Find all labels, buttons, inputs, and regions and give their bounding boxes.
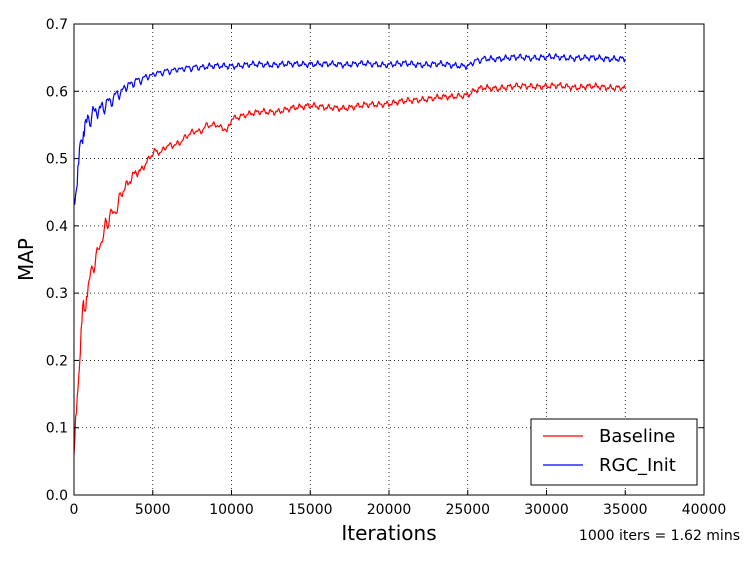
x-tick-label: 30000 <box>524 502 569 518</box>
y-axis-label: MAP <box>14 238 38 281</box>
x-tick-label: 5000 <box>135 502 171 518</box>
x-tick-label: 35000 <box>603 502 648 518</box>
y-tick-label: 0.5 <box>46 152 68 168</box>
y-tick-label: 0.3 <box>46 286 68 302</box>
series-line-baseline <box>73 81 626 455</box>
y-tick-label: 0.6 <box>46 84 68 100</box>
x-tick-label: 40000 <box>682 502 727 518</box>
y-tick-label: 0.2 <box>46 353 68 369</box>
grid <box>74 24 704 495</box>
y-tick-label: 0.1 <box>46 421 68 437</box>
x-tick-label: 0 <box>70 502 79 518</box>
series-layer <box>73 52 626 455</box>
x-tick-label: 20000 <box>367 502 412 518</box>
y-tick-label: 0.4 <box>46 219 68 235</box>
legend: Baseline RGC_Init <box>530 418 698 486</box>
y-tick-label: 0.7 <box>46 17 68 33</box>
y-tick-label: 0.0 <box>46 488 68 504</box>
x-tick-label: 15000 <box>288 502 333 518</box>
tick-layer: 0 5000 10000 15000 20000 25000 30000 35000 40000… <box>46 17 727 518</box>
iterations-note: 1000 iters = 1.62 mins <box>579 528 740 544</box>
legend-box <box>530 418 698 486</box>
legend-label-rgc-init: RGC_Init <box>599 455 676 476</box>
legend-label-baseline: Baseline <box>599 426 675 447</box>
series-line-rgc-init <box>73 52 626 205</box>
x-tick-label: 25000 <box>445 502 490 518</box>
x-axis-label: Iterations <box>341 521 436 545</box>
x-tick-label: 10000 <box>209 502 254 518</box>
